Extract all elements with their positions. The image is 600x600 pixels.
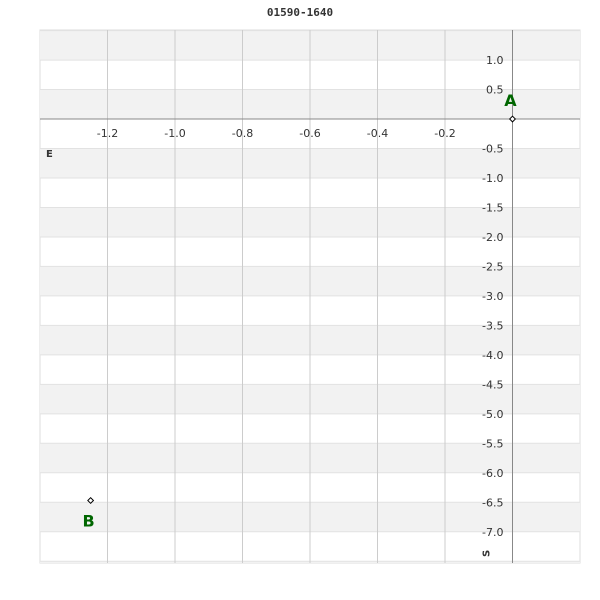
y-tick-label: -4.5 — [482, 378, 503, 391]
x-tick-label: -0.6 — [299, 127, 320, 140]
y-tick-label: -5.5 — [482, 437, 503, 450]
x-tick-label: -0.8 — [232, 127, 253, 140]
y-tick-label: -3.5 — [482, 319, 503, 332]
y-tick-label: -6.5 — [482, 496, 503, 509]
y-tick-label: -7.0 — [482, 526, 503, 539]
y-tick-label: 1.0 — [486, 54, 504, 67]
y-axis-label: S — [482, 550, 493, 557]
y-tick-label: -4.0 — [482, 349, 503, 362]
y-tick-label: -6.0 — [482, 467, 503, 480]
chart-title: 01590-1640 — [266, 6, 334, 19]
y-tick-label: -5.0 — [482, 408, 503, 421]
point-label-a: A — [504, 91, 517, 110]
x-tick-label: -0.4 — [367, 127, 388, 140]
y-tick-label: -1.0 — [482, 172, 503, 185]
x-axis-label: E — [46, 149, 53, 160]
point-label-b: B — [83, 512, 95, 531]
data-point-a — [508, 115, 517, 123]
y-tick-label: -3.0 — [482, 290, 503, 303]
y-tick-label: -1.5 — [482, 201, 503, 214]
x-tick-label: -0.2 — [434, 127, 455, 140]
y-tick-label: -0.5 — [482, 143, 503, 156]
x-tick-label: -1.2 — [97, 127, 118, 140]
data-point-b — [87, 496, 95, 505]
x-tick-label: -1.0 — [164, 127, 185, 140]
y-tick-label: -2.5 — [482, 260, 503, 273]
y-tick-label: -2.0 — [482, 231, 503, 244]
y-tick-label: 0.5 — [486, 84, 504, 97]
